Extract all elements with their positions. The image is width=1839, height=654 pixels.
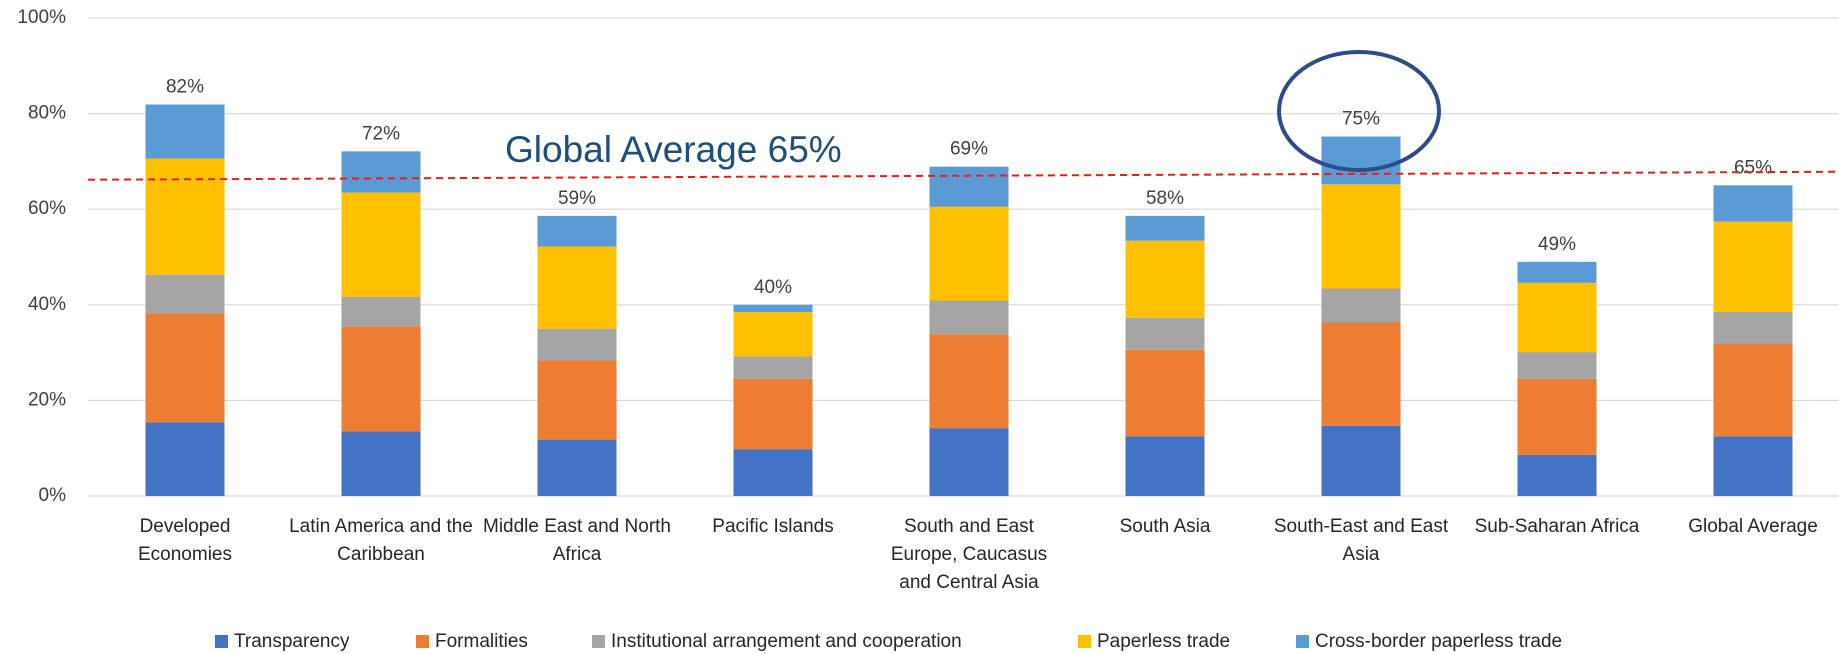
- legend-swatch: [592, 635, 605, 648]
- bar-segment: [1713, 436, 1793, 496]
- x-tick-label: South and East Europe, Caucasus and Cent…: [890, 516, 1048, 593]
- bar-segment: [929, 428, 1009, 496]
- bar-segment: [733, 311, 813, 357]
- bar-segment: [145, 422, 225, 496]
- bar-segment: [145, 158, 225, 275]
- x-tick-label: Developed Economies: [138, 516, 232, 565]
- bar-segment: [537, 246, 617, 329]
- bar-segment: [929, 206, 1009, 301]
- x-tick-label: Middle East and North Africa: [483, 516, 671, 565]
- legend-swatch: [1078, 635, 1091, 648]
- total-label: 40%: [754, 277, 792, 298]
- bar-segment: [1321, 136, 1401, 185]
- x-tick-label: South-East and East Asia: [1273, 516, 1449, 565]
- bar-segment: [1125, 215, 1205, 241]
- bar-segment: [145, 274, 225, 314]
- bar-segment: [1321, 322, 1401, 426]
- y-tick-label: 0%: [39, 485, 67, 506]
- bar-segment: [537, 328, 617, 361]
- bar-segment: [145, 104, 225, 159]
- legend-label: Formalities: [435, 631, 528, 652]
- total-label: 65%: [1734, 157, 1772, 178]
- bar-segment: [1125, 349, 1205, 437]
- bar-segment: [733, 378, 813, 450]
- bar-segment: [1125, 317, 1205, 350]
- bar-segment: [1713, 185, 1793, 222]
- y-tick-label: 100%: [17, 7, 66, 28]
- legend-label: Transparency: [234, 631, 350, 652]
- legend-swatch: [416, 635, 429, 648]
- bar-segment: [733, 449, 813, 496]
- bar-segment: [341, 326, 421, 432]
- y-tick-label: 60%: [28, 198, 66, 219]
- bar-segment: [145, 313, 225, 423]
- total-label: 82%: [166, 77, 204, 98]
- bar-segment: [733, 356, 813, 379]
- reference-line: [87, 170, 1839, 181]
- bar-segment: [1713, 221, 1793, 312]
- total-label: 59%: [558, 188, 596, 209]
- bar-segment: [1321, 288, 1401, 323]
- bar-segment: [537, 360, 617, 440]
- legend-label: Paperless trade: [1097, 631, 1230, 652]
- x-tick-label: Latin America and the Caribbean: [289, 516, 473, 565]
- bar-segment: [537, 439, 617, 496]
- bar-segment: [341, 151, 421, 193]
- bar-segment: [733, 304, 813, 312]
- total-label: 49%: [1538, 234, 1576, 255]
- x-tick-label: South Asia: [1119, 516, 1211, 537]
- bar-segment: [1321, 184, 1401, 289]
- legend-label: Institutional arrangement and cooperatio…: [611, 631, 962, 652]
- x-tick-label: Sub-Saharan Africa: [1474, 516, 1640, 537]
- highlight-circle: [1277, 50, 1441, 172]
- bar-segment: [1517, 352, 1597, 379]
- y-tick-label: 80%: [28, 103, 66, 124]
- x-tick-label: Global Average: [1688, 516, 1818, 537]
- reference-label: Global Average 65%: [505, 129, 842, 170]
- total-label: 69%: [950, 139, 988, 160]
- bar-segment: [929, 334, 1009, 429]
- bar-segment: [1321, 425, 1401, 496]
- bar-segment: [1517, 261, 1597, 283]
- bar-segment: [341, 192, 421, 297]
- legend-swatch: [1296, 635, 1309, 648]
- total-label: 75%: [1342, 109, 1380, 130]
- total-label: 72%: [362, 123, 400, 144]
- total-label: 58%: [1146, 188, 1184, 209]
- bar-segment: [1517, 282, 1597, 353]
- x-tick-label: Pacific Islands: [712, 516, 834, 537]
- bar-segment: [929, 300, 1009, 335]
- bar-segment: [1713, 311, 1793, 344]
- bar-segment: [1125, 240, 1205, 318]
- bar-segment: [537, 215, 617, 247]
- legend-label: Cross-border paperless trade: [1315, 631, 1562, 652]
- bar-segment: [929, 166, 1009, 207]
- bar-segment: [341, 431, 421, 496]
- bar-segment: [1713, 343, 1793, 437]
- legend-swatch: [215, 635, 228, 648]
- bar-segment: [1517, 378, 1597, 455]
- bar-segment: [1125, 436, 1205, 496]
- bar-segment: [341, 296, 421, 327]
- y-tick-label: 20%: [28, 389, 66, 410]
- y-tick-label: 40%: [28, 294, 66, 315]
- bar-segment: [1517, 454, 1597, 496]
